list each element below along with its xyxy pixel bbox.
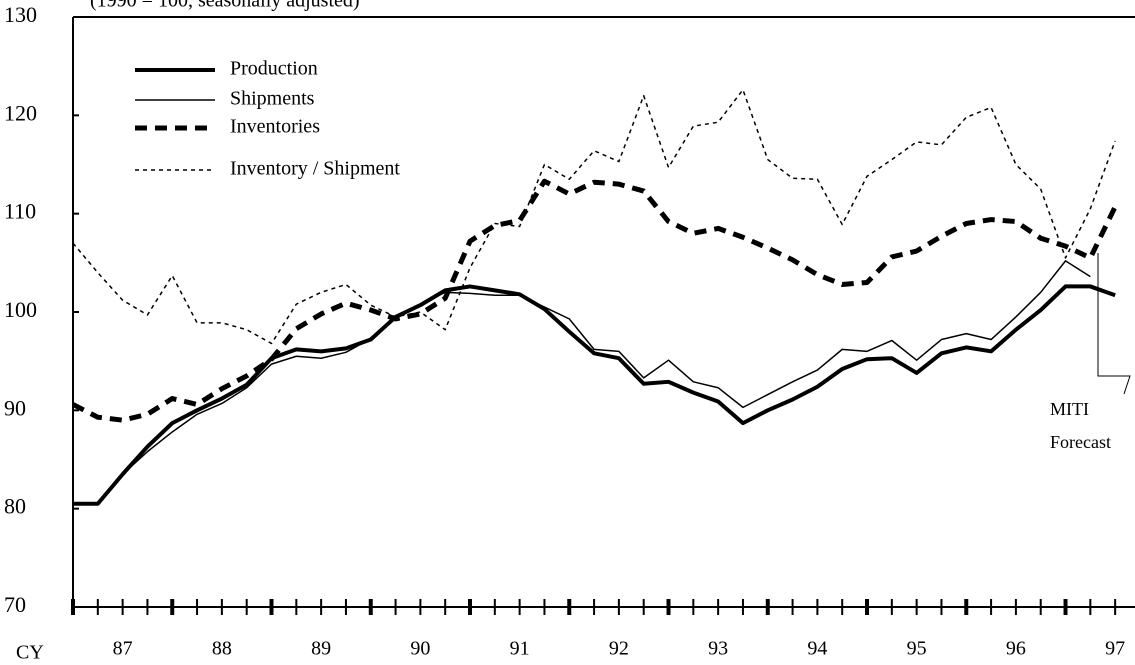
x-tick-label: 97 <box>1105 638 1125 660</box>
x-tick-label: 93 <box>708 638 728 660</box>
x-tick-label: 96 <box>1006 638 1026 660</box>
series-line <box>73 284 1116 506</box>
x-tick-label: 87 <box>113 638 133 660</box>
annotation: Forecast <box>1050 432 1111 452</box>
x-tick-label: 89 <box>311 638 331 660</box>
legend-label: Inventory / Shipment <box>230 158 400 180</box>
x-tick-label: 90 <box>410 638 430 660</box>
y-tick-label: 100 <box>4 297 37 322</box>
legend-label: Inventories <box>230 116 320 138</box>
y-tick-label: 90 <box>4 395 26 420</box>
x-tick-label: 94 <box>807 638 827 660</box>
annotation: MITI <box>1050 399 1089 419</box>
legend-label: Shipments <box>230 88 315 110</box>
chart-subtitle: (1990 = 100, seasonally adjusted) <box>90 0 360 12</box>
x-tick-label: 88 <box>212 638 232 660</box>
x-tick-label: 95 <box>907 638 927 660</box>
forecast-bracket <box>1097 253 1131 395</box>
legend-label: Production <box>230 58 318 80</box>
y-tick-label: 110 <box>4 199 36 224</box>
y-tick-label: 80 <box>4 494 26 519</box>
series-line <box>71 178 1118 423</box>
y-tick-label: 120 <box>4 100 37 125</box>
x-tick-label: 92 <box>609 638 629 660</box>
y-tick-label: 130 <box>4 2 37 27</box>
x-axis-label: CY <box>16 642 44 664</box>
y-tick-label: 70 <box>4 592 26 617</box>
series-line <box>73 260 1091 505</box>
x-tick-label: 91 <box>510 638 530 660</box>
